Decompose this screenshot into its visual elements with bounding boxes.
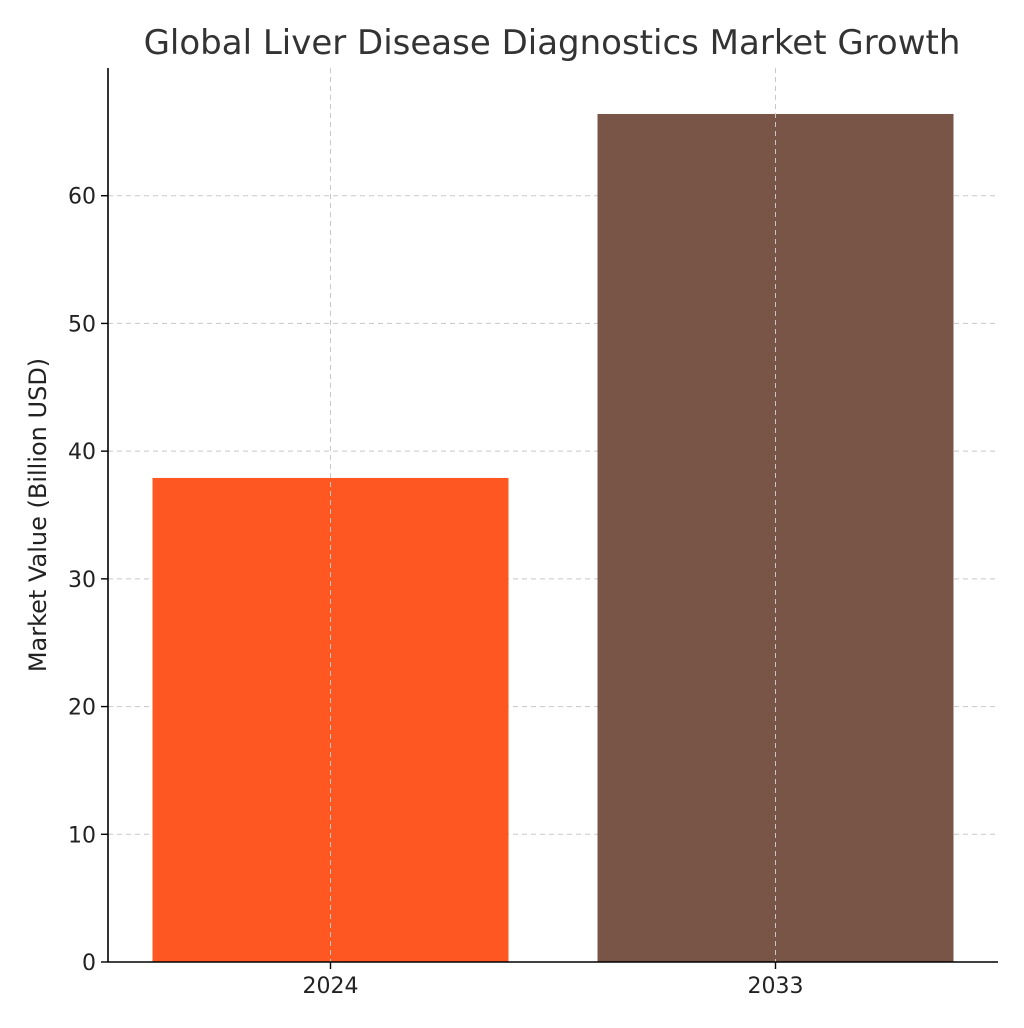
y-tick-label: 10 [68,823,96,848]
y-tick-label: 30 [68,568,96,593]
chart-title: Global Liver Disease Diagnostics Market … [144,23,961,63]
y-tick-label: 40 [68,440,96,465]
y-tick-label: 50 [68,312,96,337]
axis-layer: 0 10 20 30 40 50 60 2024 2033 [68,68,998,999]
y-tick-label: 0 [82,951,96,976]
y-axis-label: Market Value (Billion USD) [24,358,52,672]
y-tick-label: 60 [68,185,96,210]
x-tick-label: 2024 [303,974,359,999]
bar-layer [152,113,954,962]
y-tick-label: 20 [68,696,96,721]
vertical-grid-layer [330,68,776,962]
x-tick-label: 2033 [748,974,804,999]
